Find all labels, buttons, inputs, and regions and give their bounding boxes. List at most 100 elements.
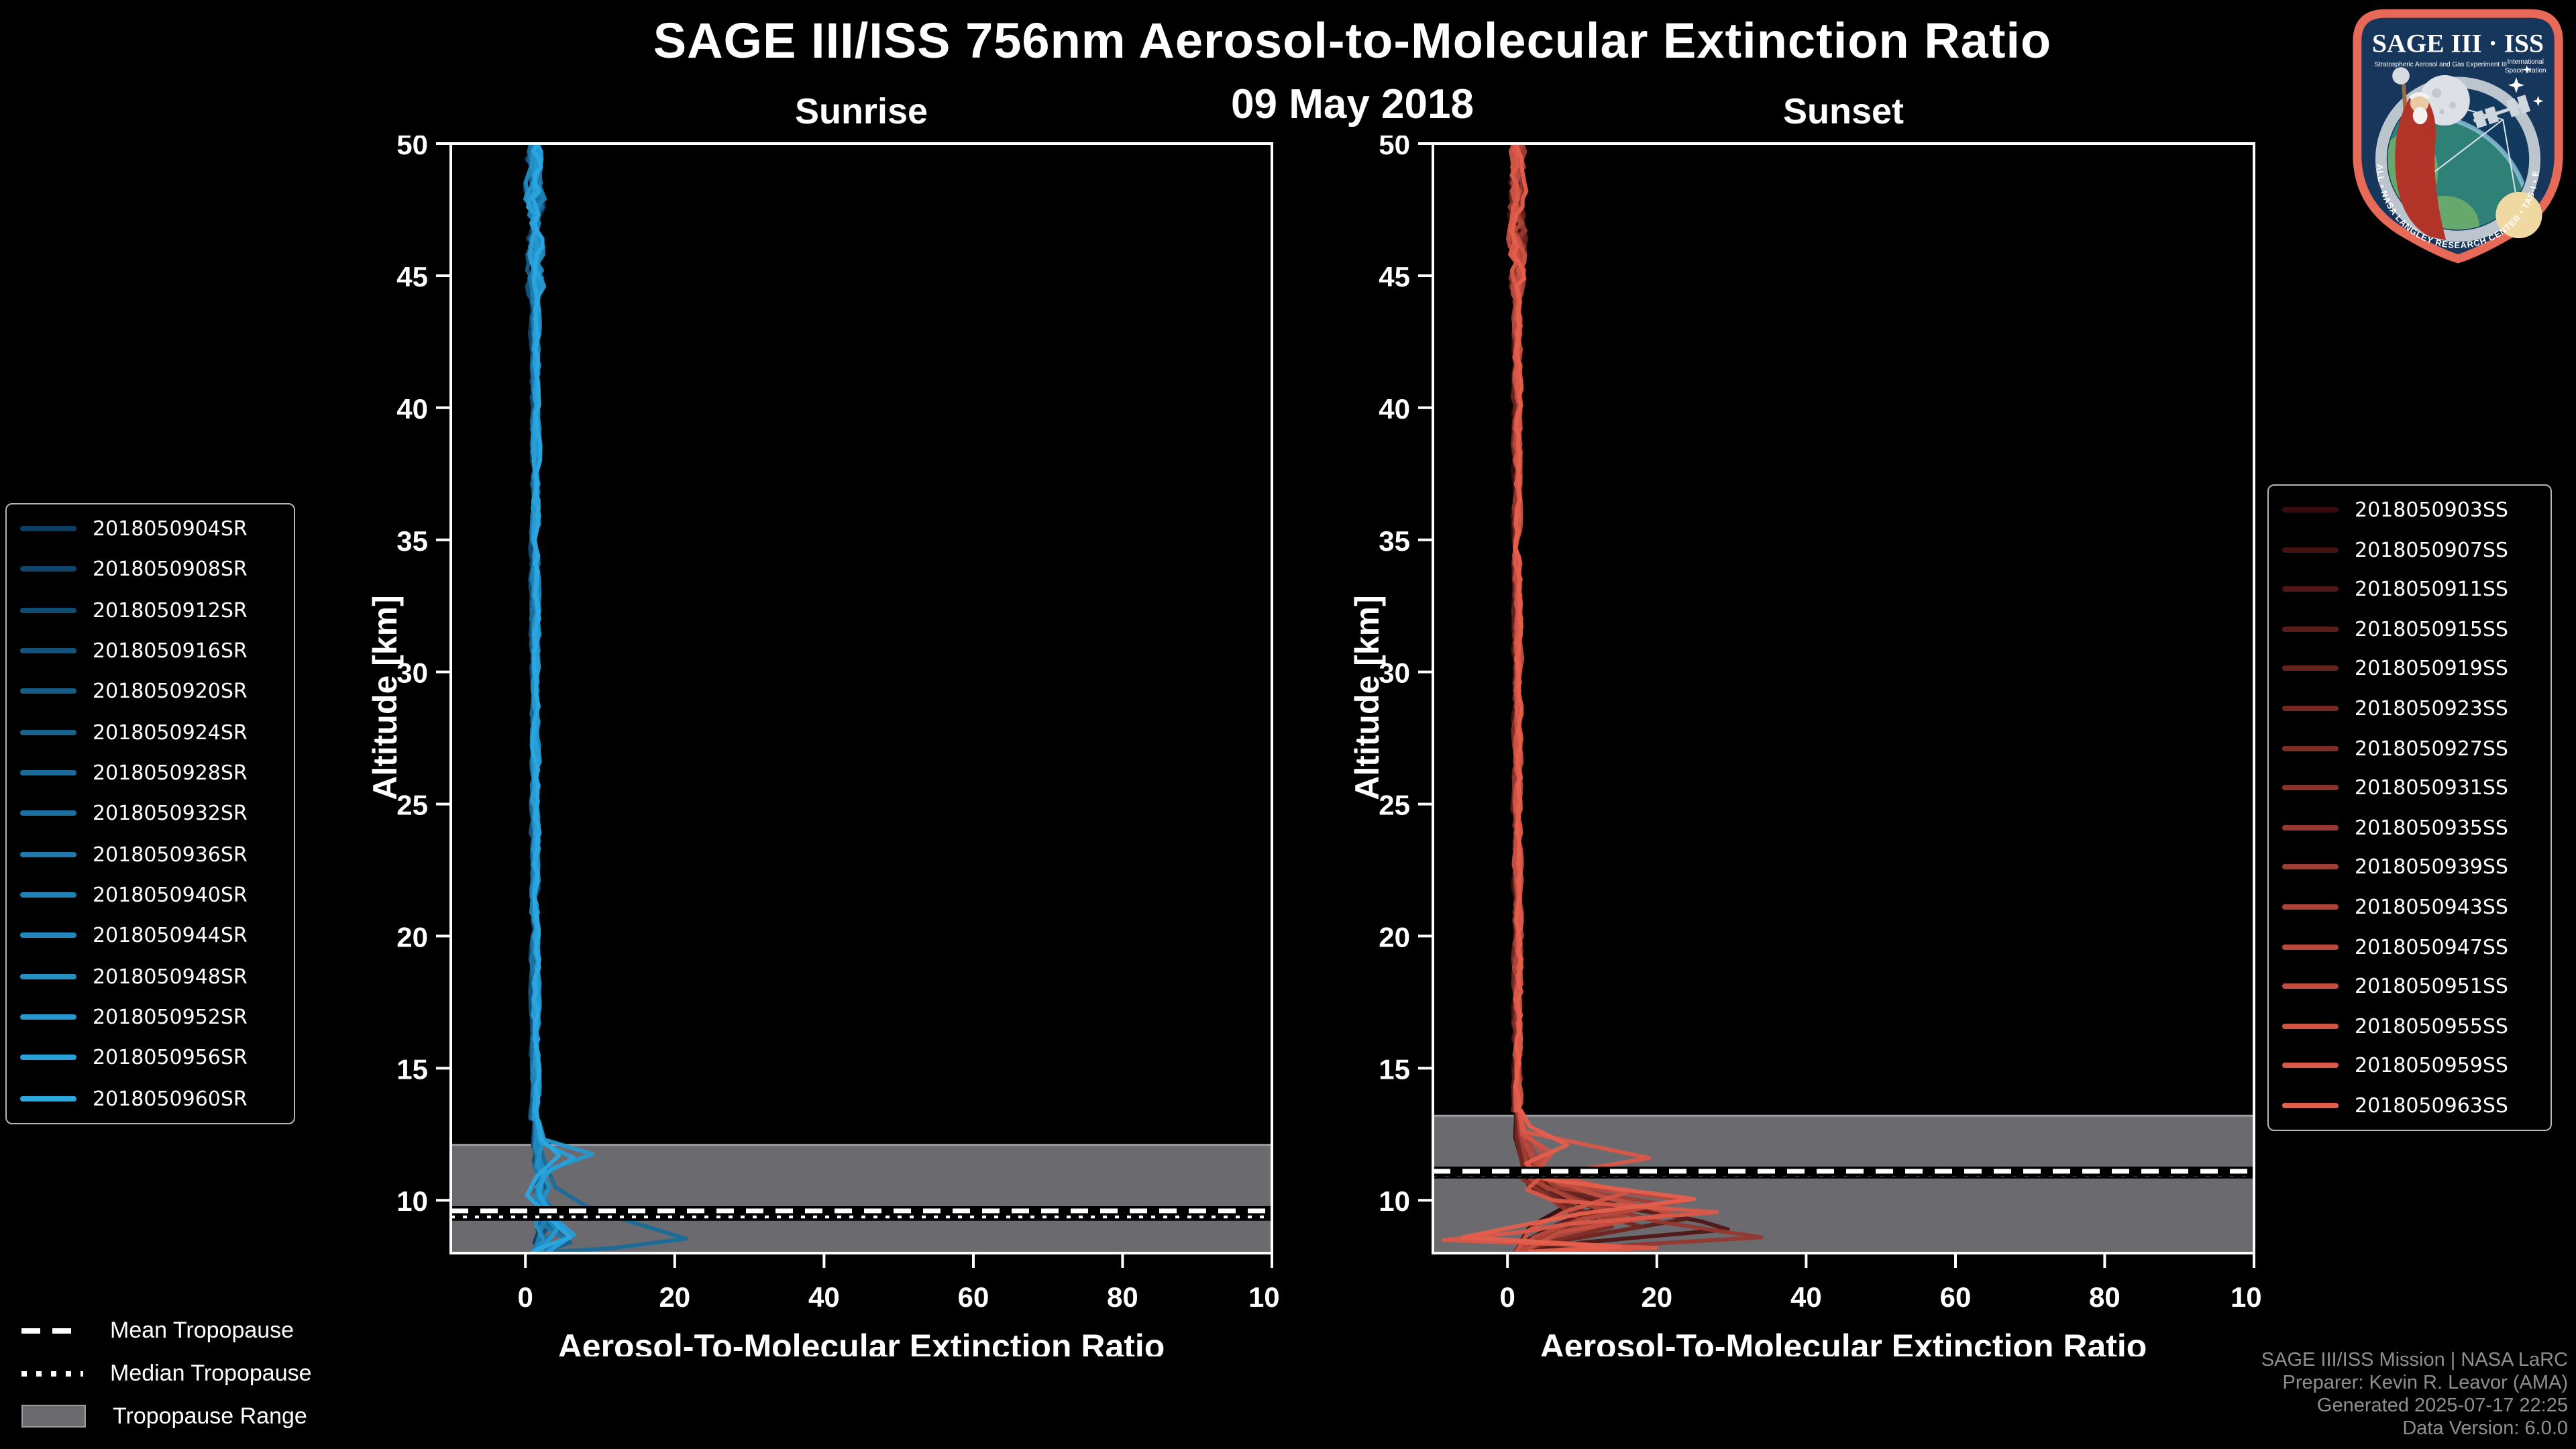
legend-label: 2018050947SS — [2355, 934, 2508, 959]
x-tick-label: 20 — [1641, 1281, 1672, 1313]
legend-label: 2018050904SR — [93, 517, 248, 541]
legend-label: 2018050939SS — [2355, 855, 2508, 879]
tropopause-range-label: Tropopause Range — [113, 1403, 307, 1428]
footer-generated: Generated 2025-07-17 22:25 — [2316, 1395, 2568, 1417]
legend-label: 2018050903SS — [2355, 498, 2508, 522]
mean-tropopause-label: Mean Tropopause — [110, 1317, 294, 1342]
legend-line-swatch — [20, 1095, 76, 1102]
legend-label: 2018050948SR — [93, 964, 248, 989]
legend-entry-2018050912SR: 2018050912SR — [20, 598, 280, 622]
legend-entry-2018050916SR: 2018050916SR — [20, 639, 280, 663]
legend-line-swatch — [2282, 626, 2339, 632]
legend-entry-2018050960SR: 2018050960SR — [20, 1087, 280, 1111]
legend-line-swatch — [20, 851, 76, 857]
footer-preparer: Preparer: Kevin R. Leavor (AMA) — [2282, 1373, 2569, 1394]
legend-label: 2018050955SS — [2355, 1014, 2508, 1038]
legend-entry-2018050923SS: 2018050923SS — [2282, 696, 2537, 720]
profile-line-2018050919SS — [1510, 144, 1622, 1253]
y-tick-label: 25 — [1379, 790, 1410, 821]
legend-line-swatch — [20, 526, 76, 531]
tropopause-range-swatch — [21, 1405, 86, 1428]
patch-iss — [2472, 95, 2531, 129]
legend-label: 2018050936SR — [93, 842, 248, 867]
legend-line-swatch — [2282, 1023, 2339, 1029]
profile-line-2018050915SS — [1510, 144, 1689, 1253]
legend-label: 2018050944SR — [93, 923, 248, 948]
profile-line-2018050927SS — [1507, 144, 1614, 1253]
legend-label: 2018050956SR — [93, 1045, 248, 1070]
y-tick-label: 25 — [396, 790, 428, 821]
legend-entry-2018050911SS: 2018050911SS — [2282, 577, 2537, 601]
x-tick-label: 80 — [1107, 1281, 1138, 1313]
legend-line-swatch — [2282, 983, 2339, 989]
legend-label: 2018050932SR — [93, 801, 248, 826]
legend-label: 2018050907SS — [2355, 537, 2508, 562]
legend-line-swatch — [2282, 785, 2339, 791]
legend-entry-2018050927SS: 2018050927SS — [2282, 736, 2537, 760]
legend-line-swatch — [2282, 824, 2339, 830]
patch-subtitle-international: International — [2508, 58, 2544, 66]
legend-label: 2018050928SR — [93, 761, 248, 786]
legend-line-swatch — [2282, 944, 2339, 950]
sunrise-x-axis-label: Aerosol-To-Molecular Extinction Ratio — [558, 1328, 1165, 1356]
legend-line-swatch — [2282, 586, 2339, 592]
legend-label: 2018050940SR — [93, 883, 248, 908]
y-tick-label: 10 — [1379, 1185, 1410, 1217]
profile-line-2018050960SR — [525, 144, 572, 1253]
x-tick-label: 80 — [2089, 1281, 2121, 1313]
x-tick-label: 60 — [1940, 1281, 1972, 1313]
legend-label: 2018050916SR — [93, 639, 248, 663]
y-tick-label: 40 — [1379, 393, 1410, 425]
legend-label: 2018050927SS — [2355, 736, 2508, 761]
legend-label: 2018050924SR — [93, 720, 248, 745]
legend-line-swatch — [20, 729, 76, 735]
profile-line-2018050963SS — [1460, 144, 1697, 1253]
legend-entry-2018050956SR: 2018050956SR — [20, 1046, 280, 1070]
sunrise-plot-border — [449, 142, 1273, 1254]
y-tick-label: 45 — [1379, 261, 1410, 292]
legend-line-swatch — [2282, 1063, 2339, 1069]
y-tick-label: 15 — [1379, 1053, 1410, 1085]
legend-line-swatch — [20, 648, 76, 654]
mean-tropopause-legend-entry: Mean Tropopause — [21, 1317, 312, 1343]
y-tick-label: 30 — [396, 657, 428, 689]
panel-title-sunset: Sunset — [1782, 91, 1904, 131]
x-tick-label: 0 — [518, 1281, 533, 1313]
legend-entry-2018050931SS: 2018050931SS — [2282, 775, 2537, 800]
legend-entry-2018050959SS: 2018050959SS — [2282, 1054, 2537, 1078]
legend-line-swatch — [20, 892, 76, 898]
profile-line-2018050959SS — [1442, 144, 1719, 1253]
legend-entry-2018050940SR: 2018050940SR — [20, 883, 280, 907]
patch-sun — [2496, 191, 2542, 239]
y-tick-label: 35 — [396, 525, 428, 557]
sunset-series-group — [1433, 144, 2254, 1253]
legend-line-swatch — [20, 932, 76, 938]
sunrise-plot-panel: 0 20 40 60 80 100 10 15 20 25 30 35 40 45 50 Aerosol-To… — [368, 129, 1295, 1365]
legend-label: 2018050908SR — [93, 557, 248, 582]
legend-line-swatch — [2282, 745, 2339, 751]
legend-entry-2018050944SR: 2018050944SR — [20, 924, 280, 948]
figure-title: SAGE III/ISS 756nm Aerosol-to-Molecular … — [653, 13, 2052, 68]
legend-entry-2018050955SS: 2018050955SS — [2282, 1014, 2537, 1038]
y-tick-label: 20 — [1379, 921, 1410, 953]
profile-line-2018050947SS — [1507, 144, 1689, 1253]
legend-entry-2018050947SS: 2018050947SS — [2282, 934, 2537, 959]
legend-entry-2018050951SS: 2018050951SS — [2282, 974, 2537, 998]
y-tick-label: 30 — [1379, 657, 1410, 689]
legend-entry-2018050924SR: 2018050924SR — [20, 720, 280, 744]
x-tick-label: 40 — [808, 1281, 840, 1313]
patch-subtitle-left: Stratospheric Aerosol and Gas Experiment… — [2375, 61, 2508, 68]
y-tick-label: 40 — [396, 393, 428, 425]
legend-label: 2018050923SS — [2355, 696, 2508, 720]
legend-entry-2018050943SS: 2018050943SS — [2282, 895, 2537, 919]
sunrise-plot: 0 20 40 60 80 100 10 15 20 25 30 35 40 45 50 Aerosol-To… — [396, 129, 1295, 1365]
legend-label: 2018050920SR — [93, 679, 248, 704]
profile-line-2018050939SS — [1510, 144, 1659, 1253]
legend-line-swatch — [20, 1014, 76, 1020]
legend-line-swatch — [20, 770, 76, 776]
profile-line-2018050928SR — [528, 144, 688, 1253]
sage-iss-mission-patch: SAGE III · ISS Stratospheric Aerosol and… — [2345, 5, 2563, 264]
legend-label: 2018050959SS — [2355, 1053, 2508, 1078]
legend-label: 2018050935SS — [2355, 815, 2508, 840]
